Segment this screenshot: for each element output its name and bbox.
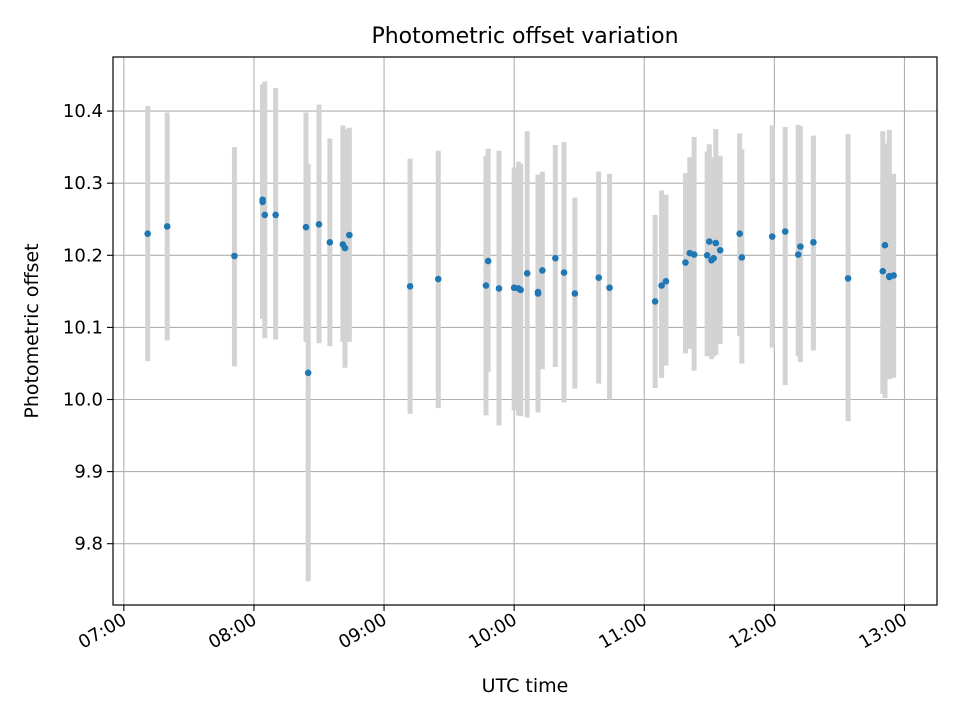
y-axis-label: Photometric offset <box>21 243 43 418</box>
data-point <box>797 243 804 250</box>
data-point <box>434 275 442 283</box>
data-point <box>302 223 310 231</box>
data-point <box>595 274 603 281</box>
data-point <box>690 251 698 258</box>
data-point <box>768 233 776 240</box>
chart-title: Photometric offset variation <box>371 24 678 49</box>
data-point <box>346 231 353 239</box>
y-tick-label: 9.9 <box>74 462 103 483</box>
data-point <box>144 230 151 237</box>
data-point <box>651 298 659 305</box>
data-point <box>606 284 613 292</box>
data-point <box>534 288 542 296</box>
data-point <box>881 241 889 249</box>
data-point <box>484 257 492 265</box>
data-point <box>658 282 665 289</box>
data-point <box>810 239 817 246</box>
y-tick-label: 10.2 <box>63 245 103 266</box>
y-tick-label: 9.8 <box>74 534 103 555</box>
data-point <box>406 282 414 290</box>
y-tick-label: 10.0 <box>63 390 103 411</box>
data-point <box>736 230 743 237</box>
data-point <box>716 246 724 254</box>
data-point <box>539 267 546 274</box>
data-point <box>163 223 171 230</box>
y-tick-label: 10.1 <box>63 317 103 338</box>
data-point <box>341 244 349 252</box>
data-point <box>571 290 579 297</box>
y-tick-label: 10.4 <box>63 101 103 122</box>
data-point <box>710 254 717 262</box>
plot-frame <box>112 56 938 606</box>
data-point <box>326 239 334 246</box>
data-point <box>738 254 746 261</box>
data-point <box>259 196 266 204</box>
data-point <box>482 282 490 289</box>
data-point <box>560 269 568 276</box>
data-point <box>304 369 312 377</box>
data-point <box>231 252 238 260</box>
data-point <box>552 254 559 262</box>
data-point <box>706 238 713 245</box>
y-tick-label: 10.3 <box>63 173 103 194</box>
data-point <box>272 211 279 219</box>
data-point <box>879 267 887 275</box>
data-point <box>890 272 897 279</box>
data-point <box>794 251 802 258</box>
data-point <box>261 211 269 219</box>
data-point <box>662 277 670 285</box>
data-points <box>144 196 897 377</box>
data-point <box>495 285 503 292</box>
y-axis: 9.8 9.9 10.0 10.1 10.2 10.3 10.4 <box>63 101 113 555</box>
data-point <box>781 228 789 235</box>
data-point <box>703 251 711 259</box>
data-point <box>844 275 852 282</box>
data-point <box>315 220 323 228</box>
data-point <box>682 259 689 266</box>
data-point <box>523 270 531 277</box>
x-axis-label: UTC time <box>482 675 569 697</box>
data-point <box>712 239 720 247</box>
data-point <box>517 286 524 294</box>
